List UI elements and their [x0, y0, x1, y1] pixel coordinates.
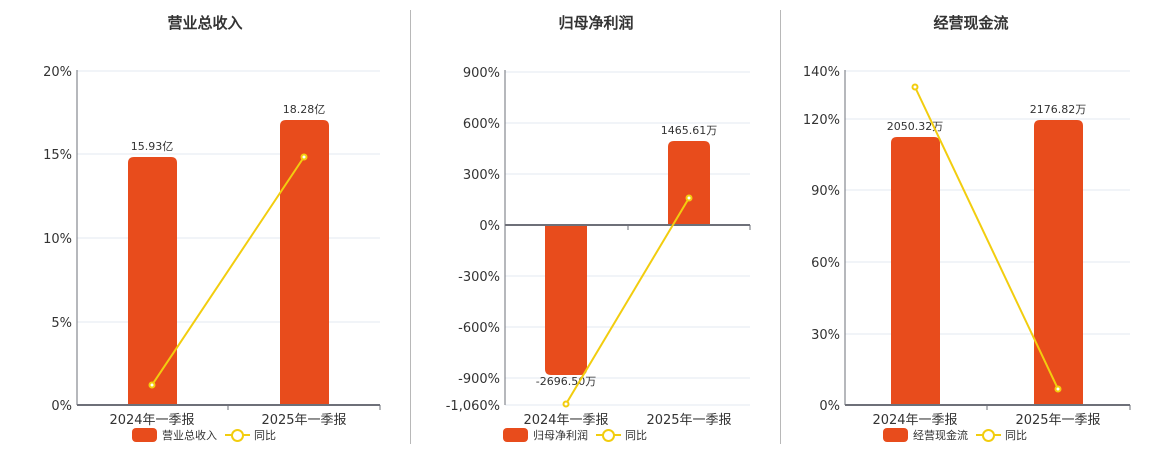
- legend-line-icon[interactable]: [225, 428, 250, 442]
- legend-bar-swatch[interactable]: [883, 428, 908, 442]
- bar-2025[interactable]: [280, 120, 329, 405]
- legend-line-label[interactable]: 同比: [254, 429, 276, 442]
- legend-bar-label[interactable]: 营业总收入: [162, 429, 217, 442]
- chart-plot: 20% 15% 10% 5% 0% 15.93亿 18.28亿 2024年一季报…: [43, 65, 381, 428]
- gridlines: [77, 70, 380, 323]
- svg-text:5%: 5%: [51, 316, 72, 331]
- chart-title: 营业总收入: [167, 14, 243, 32]
- bar-label-2025: 18.28亿: [283, 103, 326, 116]
- legend: 归母净利润 同比: [503, 427, 647, 443]
- legend-line-icon[interactable]: [976, 428, 1001, 442]
- x-category-2024: 2024年一季报: [109, 413, 194, 428]
- bar-2024[interactable]: [128, 157, 177, 405]
- panel-divider: [780, 10, 781, 444]
- yoy-point[interactable]: [300, 153, 308, 161]
- chart-title: 经营现金流: [933, 14, 1009, 32]
- legend-line-label[interactable]: 同比: [1005, 429, 1027, 442]
- svg-text:0%: 0%: [51, 399, 72, 414]
- legend-bar-label[interactable]: 归母净利润: [533, 429, 588, 442]
- legend-bar-swatch[interactable]: [132, 428, 157, 442]
- yoy-line: [151, 156, 305, 386]
- legend-line-label[interactable]: 同比: [625, 429, 647, 442]
- legend-bar-swatch[interactable]: [503, 428, 528, 442]
- svg-text:10%: 10%: [43, 232, 72, 247]
- chart-title: 归母净利润: [558, 14, 634, 32]
- legend: 营业总收入 同比: [132, 427, 276, 443]
- legend-line-icon[interactable]: [596, 428, 621, 442]
- panel-divider: [410, 10, 411, 444]
- x-category-2025: 2025年一季报: [261, 413, 346, 428]
- svg-text:20%: 20%: [43, 65, 72, 80]
- chart-panel-net-profit: 归母净利润: [411, 0, 781, 450]
- chart-panel-cashflow: 经营现金流: [781, 0, 1160, 450]
- yoy-point[interactable]: [148, 381, 156, 389]
- legend: 经营现金流 同比: [883, 427, 1027, 443]
- bar-label-2024: 15.93亿: [131, 140, 174, 153]
- svg-text:15%: 15%: [43, 148, 72, 163]
- y-axis-ticks: 20% 15% 10% 5% 0%: [43, 65, 72, 414]
- chart-panel-revenue: 营业总收入 20% 15% 10% 5% 0% 15.93亿 18.28亿 20…: [0, 0, 410, 450]
- legend-bar-label[interactable]: 经营现金流: [913, 429, 968, 442]
